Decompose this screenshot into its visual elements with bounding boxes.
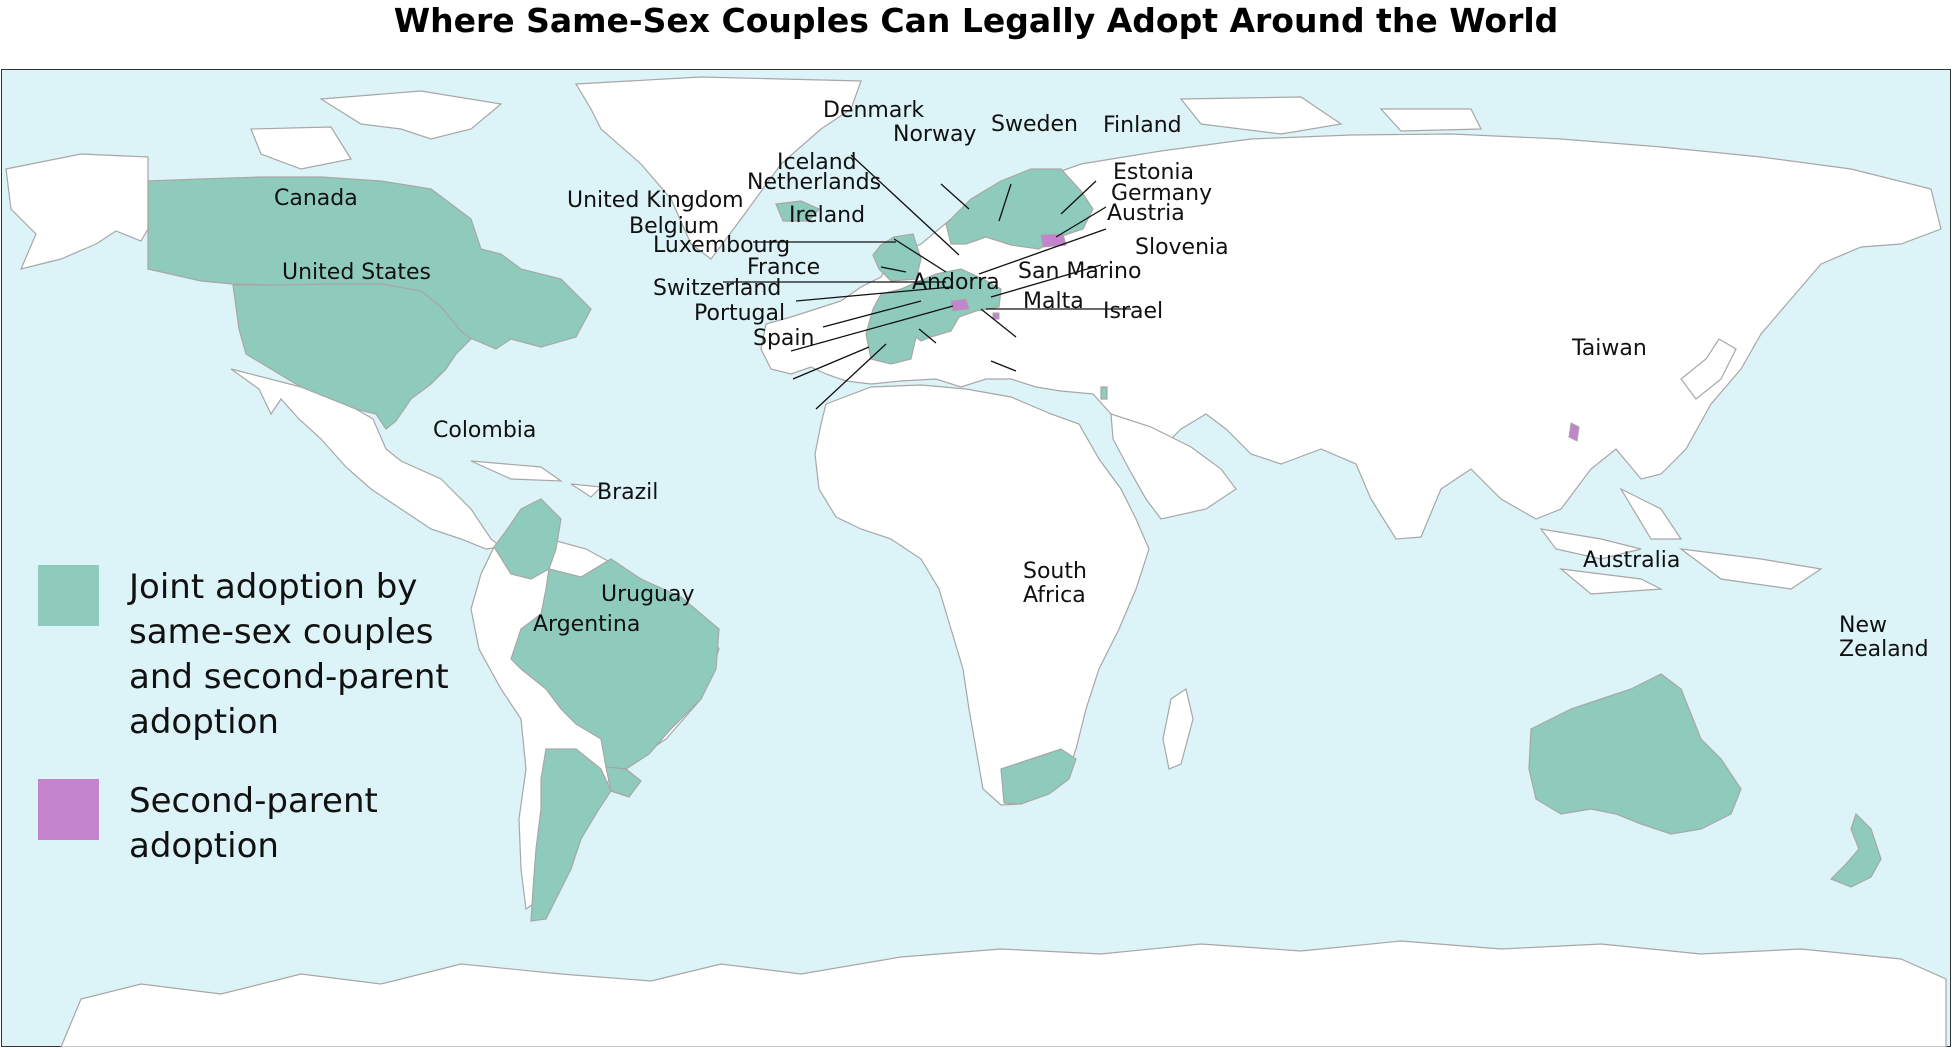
land-madagascar	[1162, 688, 1194, 770]
label-leader-lines	[723, 154, 1131, 410]
leader-norway	[940, 183, 970, 210]
land-arctic-islands	[250, 90, 1482, 170]
region-western-europe	[865, 268, 1002, 365]
leader-denmark	[850, 154, 960, 256]
leader-spain	[815, 343, 887, 410]
land-alaska	[5, 153, 149, 270]
legend-label-joint: Joint adoption by same-sex couples and s…	[129, 567, 449, 742]
legend: Joint adoption by same-sex couples and s…	[38, 565, 498, 903]
legend-item-second-parent: Second-parent adoption	[38, 779, 498, 869]
label-south-africa-line-1: South	[1023, 559, 1087, 584]
region-switzerland	[950, 298, 970, 312]
legend-swatch-second-parent	[38, 779, 99, 840]
region-israel	[1100, 386, 1108, 400]
region-uruguay	[605, 766, 642, 798]
leader-germany	[978, 228, 1107, 275]
region-united-states	[232, 283, 472, 430]
map-title: Where Same-Sex Couples Can Legally Adopt…	[393, 1, 1559, 40]
label-israel: Israel	[1103, 299, 1163, 324]
leader-malta	[990, 360, 1017, 372]
label-taiwan: Taiwan	[1571, 336, 1647, 361]
leader-sweden	[998, 183, 1012, 222]
label-france: France	[747, 255, 820, 280]
leader-austria	[990, 264, 1102, 298]
leader-andorra	[918, 328, 937, 344]
land-japan	[1680, 338, 1737, 400]
region-australia	[1528, 673, 1742, 835]
label-canada: Canada	[274, 186, 358, 211]
label-san-marino: San Marino	[1018, 259, 1141, 284]
label-denmark: Denmark	[823, 98, 924, 123]
leader-france	[822, 300, 922, 328]
label-uruguay: Uruguay	[601, 582, 695, 607]
joint-adoption-layer	[147, 168, 1882, 922]
region-new-zealand	[1829, 812, 1882, 888]
second-parent-adoption-layer	[950, 233, 1580, 442]
region-estonia	[1040, 233, 1067, 248]
label-united-states: United States	[282, 260, 431, 285]
label-brazil: Brazil	[597, 480, 658, 505]
label-luxembourg: Luxembourg	[653, 233, 790, 258]
region-argentina	[530, 748, 612, 922]
region-colombia	[493, 498, 562, 580]
leader-portugal	[792, 346, 870, 380]
label-portugal: Portugal	[694, 301, 785, 326]
leader-estonia	[1055, 206, 1107, 238]
label-spain: Spain	[753, 326, 814, 351]
label-andorra: Andorra	[912, 270, 1000, 295]
label-finland: Finland	[1103, 113, 1182, 138]
label-germany: Germany	[1111, 181, 1212, 206]
label-netherlands: Netherlands	[747, 170, 881, 195]
region-iceland	[775, 200, 820, 222]
label-malta: Malta	[1023, 289, 1084, 314]
label-norway: Norway	[893, 122, 976, 147]
land-greenland	[574, 76, 862, 260]
label-estonia: Estonia	[1113, 160, 1194, 185]
leader-ireland	[880, 266, 907, 273]
label-new-zealand: New Zealand	[1839, 613, 1929, 662]
label-austria: Austria	[1107, 201, 1185, 226]
label-australia: Australia	[1583, 548, 1680, 573]
label-slovenia: Slovenia	[1135, 235, 1229, 260]
legend-swatch-joint	[38, 565, 99, 626]
leader-luxembourg	[795, 286, 952, 302]
label-switzerland: Switzerland	[653, 276, 781, 301]
land-caribbean	[470, 460, 603, 498]
region-taiwan	[1568, 422, 1580, 442]
label-colombia: Colombia	[433, 418, 536, 443]
land-arabia	[1110, 413, 1237, 520]
label-argentina: Argentina	[533, 612, 640, 637]
land-antarctica	[60, 940, 1947, 1047]
map-canvas: Canada United States Colombia Brazil Uru…	[1, 69, 1951, 1047]
label-south-africa-line-2: Africa	[1023, 583, 1086, 608]
leader-finland	[1060, 180, 1097, 215]
world-map: Canada United States Colombia Brazil Uru…	[1, 69, 1951, 1047]
label-belgium: Belgium	[629, 214, 719, 239]
region-south-africa	[1000, 748, 1077, 805]
label-new-zealand-line-2: Zealand	[1839, 637, 1929, 662]
country-labels: Canada United States Colombia Brazil Uru…	[274, 98, 1929, 662]
legend-item-joint: Joint adoption by same-sex couples and s…	[38, 565, 498, 745]
label-sweden: Sweden	[991, 112, 1078, 137]
leader-san-marino	[980, 308, 1017, 338]
label-south-africa: South Africa	[1023, 559, 1094, 608]
region-scandinavia	[945, 168, 1094, 250]
land-mexico-central-america	[230, 368, 503, 550]
label-iceland: Iceland	[777, 150, 857, 175]
label-new-zealand-line-1: New	[1839, 613, 1887, 638]
leader-switzerland	[790, 305, 954, 352]
land-se-asia-islands	[1539, 487, 1823, 595]
label-united-kingdom: United Kingdom	[567, 188, 744, 213]
label-ireland: Ireland	[789, 203, 865, 228]
region-san-marino	[992, 312, 1000, 320]
leader-netherlands	[893, 238, 947, 273]
legend-label-second-parent: Second-parent adoption	[129, 781, 378, 866]
region-uk-ireland	[872, 233, 922, 282]
